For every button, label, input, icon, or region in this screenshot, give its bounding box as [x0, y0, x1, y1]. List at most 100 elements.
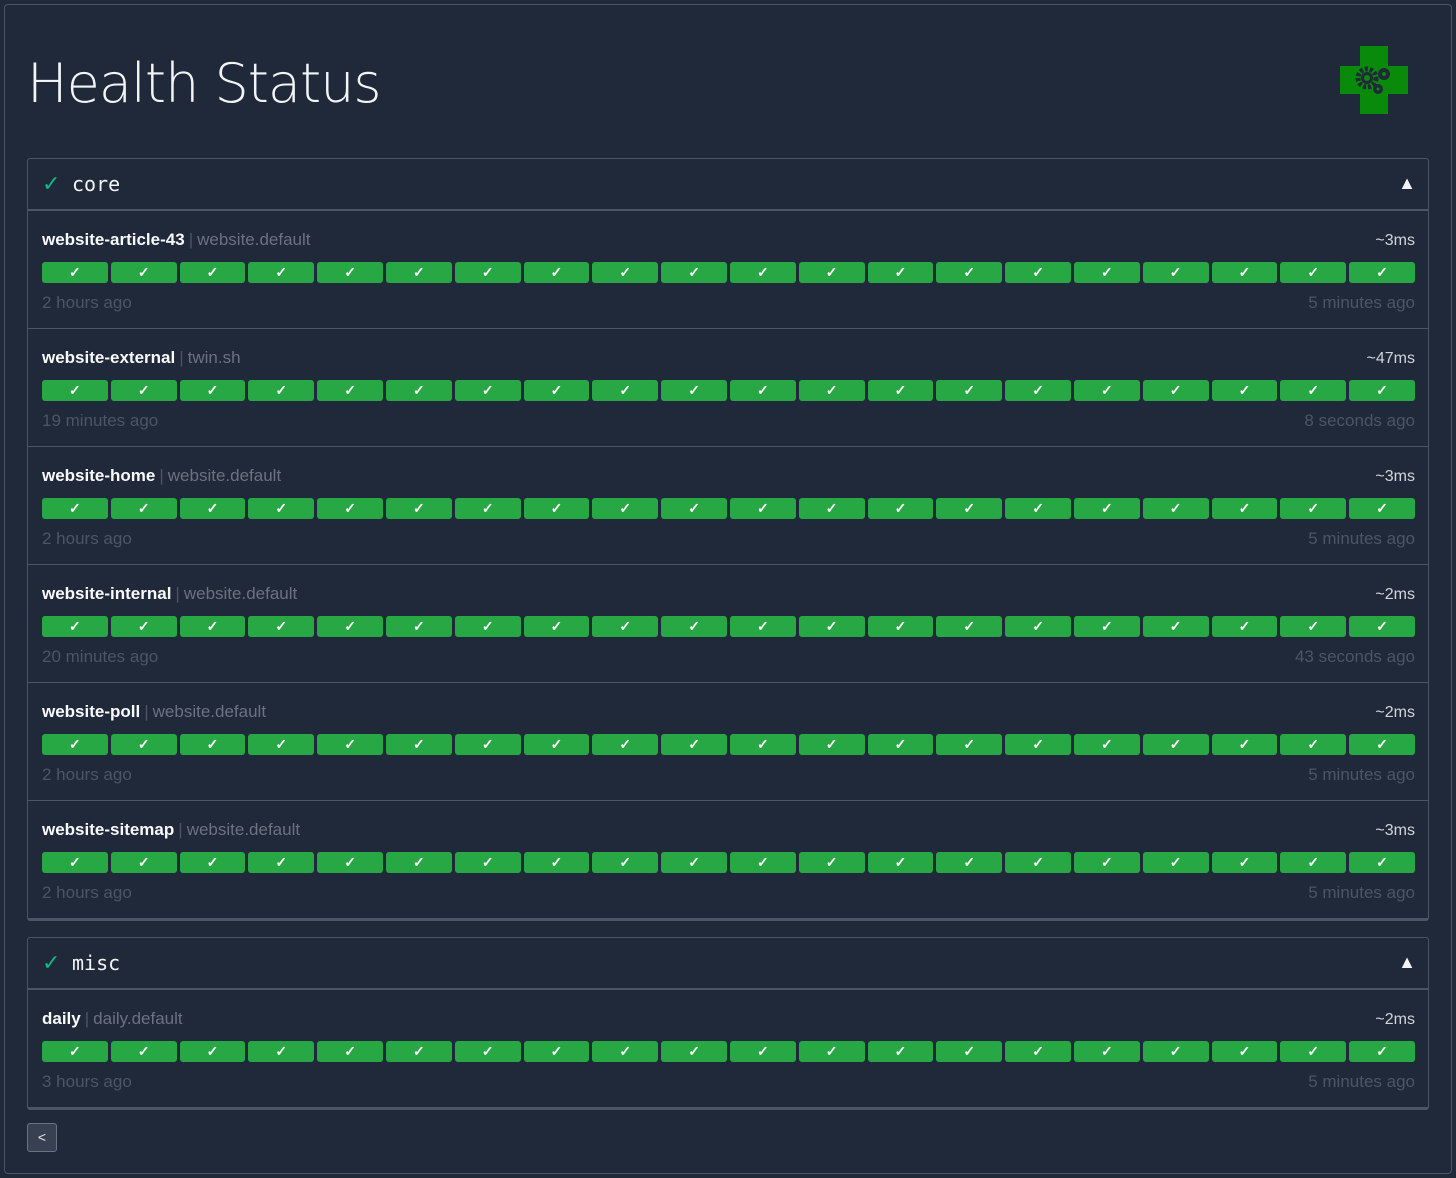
result-bar-success[interactable]: ✓ [661, 616, 727, 637]
result-bar-success[interactable]: ✓ [1280, 616, 1347, 637]
result-bar-success[interactable]: ✓ [454, 262, 521, 283]
result-bar-success[interactable]: ✓ [1349, 852, 1415, 873]
result-bar-success[interactable]: ✓ [936, 734, 1003, 755]
result-bar-success[interactable]: ✓ [936, 380, 1003, 401]
result-bar-success[interactable]: ✓ [729, 852, 796, 873]
result-bar-success[interactable]: ✓ [1280, 734, 1347, 755]
result-bar-success[interactable]: ✓ [1280, 380, 1347, 401]
result-bar-success[interactable]: ✓ [1211, 734, 1278, 755]
result-bar-success[interactable]: ✓ [42, 498, 108, 519]
collapse-toggle-icon[interactable]: ▲ [1398, 173, 1416, 193]
group-header[interactable]: ✓ misc ▲ [28, 938, 1428, 990]
result-bar-success[interactable]: ✓ [1349, 380, 1415, 401]
result-bar-success[interactable]: ✓ [1005, 262, 1071, 283]
result-bar-success[interactable]: ✓ [385, 380, 452, 401]
result-bar-success[interactable]: ✓ [110, 262, 177, 283]
result-bar-success[interactable]: ✓ [317, 380, 383, 401]
result-bar-success[interactable]: ✓ [798, 616, 865, 637]
result-bar-success[interactable]: ✓ [1142, 852, 1209, 873]
result-bar-success[interactable]: ✓ [1005, 1041, 1071, 1062]
result-bar-success[interactable]: ✓ [936, 262, 1003, 283]
result-bar-success[interactable]: ✓ [729, 498, 796, 519]
result-bar-success[interactable]: ✓ [798, 734, 865, 755]
result-bar-success[interactable]: ✓ [317, 852, 383, 873]
result-bar-success[interactable]: ✓ [798, 1041, 865, 1062]
result-bar-success[interactable]: ✓ [385, 616, 452, 637]
result-bar-success[interactable]: ✓ [729, 262, 796, 283]
result-bar-success[interactable]: ✓ [729, 1041, 796, 1062]
result-bar-success[interactable]: ✓ [729, 734, 796, 755]
result-bar-success[interactable]: ✓ [1005, 852, 1071, 873]
result-bar-success[interactable]: ✓ [592, 852, 659, 873]
result-bar-success[interactable]: ✓ [179, 262, 246, 283]
result-bar-success[interactable]: ✓ [936, 1041, 1003, 1062]
previous-page-button[interactable]: < [27, 1123, 57, 1152]
endpoint-name[interactable]: website-poll [42, 702, 141, 721]
result-bar-success[interactable]: ✓ [867, 380, 934, 401]
result-bar-success[interactable]: ✓ [523, 262, 590, 283]
result-bar-success[interactable]: ✓ [661, 852, 727, 873]
result-bar-success[interactable]: ✓ [1349, 734, 1415, 755]
result-bar-success[interactable]: ✓ [317, 616, 383, 637]
result-bar-success[interactable]: ✓ [1280, 498, 1347, 519]
result-bar-success[interactable]: ✓ [385, 852, 452, 873]
result-bar-success[interactable]: ✓ [454, 1041, 521, 1062]
result-bar-success[interactable]: ✓ [1073, 380, 1140, 401]
result-bar-success[interactable]: ✓ [661, 262, 727, 283]
result-bar-success[interactable]: ✓ [867, 262, 934, 283]
result-bar-success[interactable]: ✓ [1142, 616, 1209, 637]
result-bar-success[interactable]: ✓ [523, 616, 590, 637]
result-bar-success[interactable]: ✓ [385, 734, 452, 755]
result-bar-success[interactable]: ✓ [1005, 616, 1071, 637]
result-bar-success[interactable]: ✓ [1073, 852, 1140, 873]
result-bar-success[interactable]: ✓ [248, 262, 315, 283]
result-bar-success[interactable]: ✓ [1211, 1041, 1278, 1062]
result-bar-success[interactable]: ✓ [1073, 1041, 1140, 1062]
result-bar-success[interactable]: ✓ [523, 380, 590, 401]
result-bar-success[interactable]: ✓ [42, 734, 108, 755]
result-bar-success[interactable]: ✓ [1349, 262, 1415, 283]
result-bar-success[interactable]: ✓ [179, 380, 246, 401]
result-bar-success[interactable]: ✓ [317, 498, 383, 519]
result-bar-success[interactable]: ✓ [798, 262, 865, 283]
result-bar-success[interactable]: ✓ [42, 616, 108, 637]
result-bar-success[interactable]: ✓ [110, 734, 177, 755]
result-bar-success[interactable]: ✓ [1349, 1041, 1415, 1062]
endpoint-name[interactable]: website-internal [42, 584, 172, 603]
collapse-toggle-icon[interactable]: ▲ [1398, 952, 1416, 972]
result-bar-success[interactable]: ✓ [867, 734, 934, 755]
result-bar-success[interactable]: ✓ [592, 734, 659, 755]
result-bar-success[interactable]: ✓ [1005, 380, 1071, 401]
result-bar-success[interactable]: ✓ [1142, 498, 1209, 519]
result-bar-success[interactable]: ✓ [1073, 734, 1140, 755]
result-bar-success[interactable]: ✓ [867, 498, 934, 519]
result-bar-success[interactable]: ✓ [523, 734, 590, 755]
result-bar-success[interactable]: ✓ [179, 616, 246, 637]
result-bar-success[interactable]: ✓ [523, 1041, 590, 1062]
result-bar-success[interactable]: ✓ [1005, 734, 1071, 755]
result-bar-success[interactable]: ✓ [385, 262, 452, 283]
result-bar-success[interactable]: ✓ [1280, 1041, 1347, 1062]
result-bar-success[interactable]: ✓ [798, 852, 865, 873]
result-bar-success[interactable]: ✓ [385, 1041, 452, 1062]
result-bar-success[interactable]: ✓ [248, 734, 315, 755]
result-bar-success[interactable]: ✓ [729, 380, 796, 401]
result-bar-success[interactable]: ✓ [42, 852, 108, 873]
result-bar-success[interactable]: ✓ [179, 1041, 246, 1062]
result-bar-success[interactable]: ✓ [523, 852, 590, 873]
result-bar-success[interactable]: ✓ [42, 262, 108, 283]
endpoint-name[interactable]: website-home [42, 466, 156, 485]
result-bar-success[interactable]: ✓ [661, 380, 727, 401]
result-bar-success[interactable]: ✓ [592, 262, 659, 283]
result-bar-success[interactable]: ✓ [1349, 616, 1415, 637]
result-bar-success[interactable]: ✓ [110, 380, 177, 401]
result-bar-success[interactable]: ✓ [592, 380, 659, 401]
endpoint-name[interactable]: website-external [42, 348, 176, 367]
result-bar-success[interactable]: ✓ [454, 852, 521, 873]
result-bar-success[interactable]: ✓ [317, 1041, 383, 1062]
result-bar-success[interactable]: ✓ [661, 498, 727, 519]
result-bar-success[interactable]: ✓ [729, 616, 796, 637]
result-bar-success[interactable]: ✓ [936, 616, 1003, 637]
result-bar-success[interactable]: ✓ [867, 852, 934, 873]
result-bar-success[interactable]: ✓ [1142, 380, 1209, 401]
